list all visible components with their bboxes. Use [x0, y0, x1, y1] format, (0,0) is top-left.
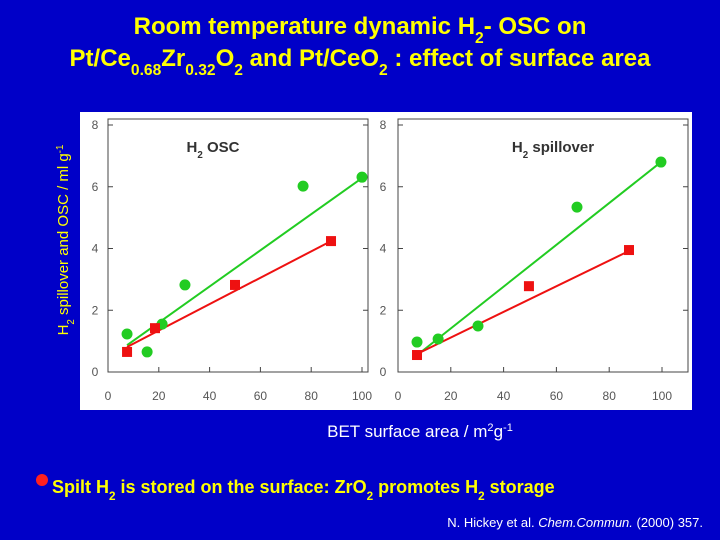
bullet-dot [36, 474, 48, 486]
panel-title-part: 2 [523, 150, 529, 161]
chart-background [80, 112, 692, 410]
x-tick-label: 100 [652, 389, 672, 403]
point [411, 336, 423, 348]
fit-line [414, 161, 662, 358]
point [432, 333, 444, 345]
point [326, 236, 337, 247]
point [523, 281, 534, 292]
bullet-text-part: storage [485, 477, 555, 497]
y-tick-label: 0 [92, 365, 99, 379]
point [356, 171, 368, 183]
citation-part: Chem.Commun. [538, 515, 633, 530]
y-tick-label: 6 [380, 180, 387, 194]
point [141, 346, 153, 358]
x-axis-label-part: 2 [487, 422, 493, 434]
title-part: Zr [161, 45, 185, 72]
panel-title-part: H [187, 139, 198, 156]
x-axis-label-part: BET surface area / m [327, 422, 487, 441]
y-tick-label: 0 [380, 365, 387, 379]
title: Pt/Ce0.68Zr0.32O2 and Pt/CeO2 : effect o… [70, 45, 652, 79]
point [121, 328, 133, 340]
point [122, 346, 133, 357]
title-part: Room temperature dynamic H [134, 13, 475, 40]
point [624, 245, 634, 256]
y-tick-label: 2 [92, 303, 99, 317]
y-tick-label: 6 [92, 180, 99, 194]
point [179, 279, 191, 291]
y-axis-label-part: 2 [66, 319, 77, 324]
y-axis-label-part: spillover and OSC / ml g [55, 153, 72, 319]
bullet-text-part: promotes H [373, 477, 478, 497]
title-part: 0.32 [185, 62, 216, 79]
x-tick-label: 0 [105, 389, 112, 403]
x-tick-label: 20 [152, 389, 166, 403]
panel-title-part: 2 [197, 150, 203, 161]
citation-part: (2000) 357. [633, 515, 703, 530]
bullet-text-part: 2 [367, 490, 374, 503]
x-tick-label: 0 [395, 389, 402, 403]
x-tick-label: 80 [305, 389, 319, 403]
panel-title-part: spillover [528, 139, 594, 156]
fit-line [414, 250, 630, 356]
bullet-text-part: is stored on the surface: ZrO [116, 477, 367, 497]
plot-frame [107, 118, 369, 373]
x-tick-label: 20 [444, 389, 458, 403]
x-axis-label-part: -1 [503, 422, 513, 434]
citation: N. Hickey et al. Chem.Commun. (2000) 357… [447, 515, 703, 530]
plot-frame [397, 118, 689, 373]
panel-title-part: OSC [203, 139, 240, 156]
citation-part: N. Hickey et al. [447, 515, 538, 530]
title: Room temperature dynamic H2- OSC on [134, 13, 587, 47]
y-tick-label: 4 [92, 242, 99, 256]
x-tick-label: 40 [497, 389, 511, 403]
panel-title: H2 OSC [187, 139, 240, 161]
bullet-text-part: 2 [478, 490, 485, 503]
x-axis-label-part: g [494, 422, 503, 441]
y-tick-label: 8 [92, 118, 99, 132]
y-tick-label: 2 [380, 303, 387, 317]
y-tick-label: 8 [380, 118, 387, 132]
y-axis-label-part: H [55, 325, 72, 336]
title-part: 2 [234, 62, 243, 79]
x-tick-label: 80 [603, 389, 617, 403]
x-tick-label: 60 [550, 389, 564, 403]
title-part: - OSC on [484, 13, 587, 40]
x-tick-label: 60 [254, 389, 268, 403]
x-tick-label: 100 [352, 389, 372, 403]
title-part: 0.68 [131, 62, 162, 79]
title-part: O [216, 45, 235, 72]
point [149, 323, 160, 334]
point [230, 279, 240, 290]
point [412, 350, 423, 361]
title-part: : effect of surface area [388, 45, 651, 72]
x-tick-label: 40 [203, 389, 217, 403]
fit-line [126, 177, 363, 346]
panel-title-part: H [512, 139, 523, 156]
title-part: Pt/Ce [70, 45, 131, 72]
y-axis-label: H2 spillover and OSC / ml g-1 [55, 145, 77, 336]
panel-title: H2 spillover [512, 139, 594, 161]
bullet-text-part: Spilt H [52, 477, 109, 497]
y-axis-label-part: -1 [55, 145, 66, 154]
title-part: 2 [475, 30, 484, 47]
point [655, 156, 667, 168]
bullet-text-part: 2 [109, 490, 116, 503]
title-part: and Pt/CeO [243, 45, 379, 72]
bullet-text: Spilt H2 is stored on the surface: ZrO2 … [52, 477, 555, 503]
x-axis-label: BET surface area / m2g-1 [327, 422, 513, 441]
y-tick-label: 4 [380, 242, 387, 256]
point [297, 180, 309, 192]
point [472, 320, 484, 332]
title-part: 2 [379, 62, 388, 79]
point [571, 201, 583, 213]
